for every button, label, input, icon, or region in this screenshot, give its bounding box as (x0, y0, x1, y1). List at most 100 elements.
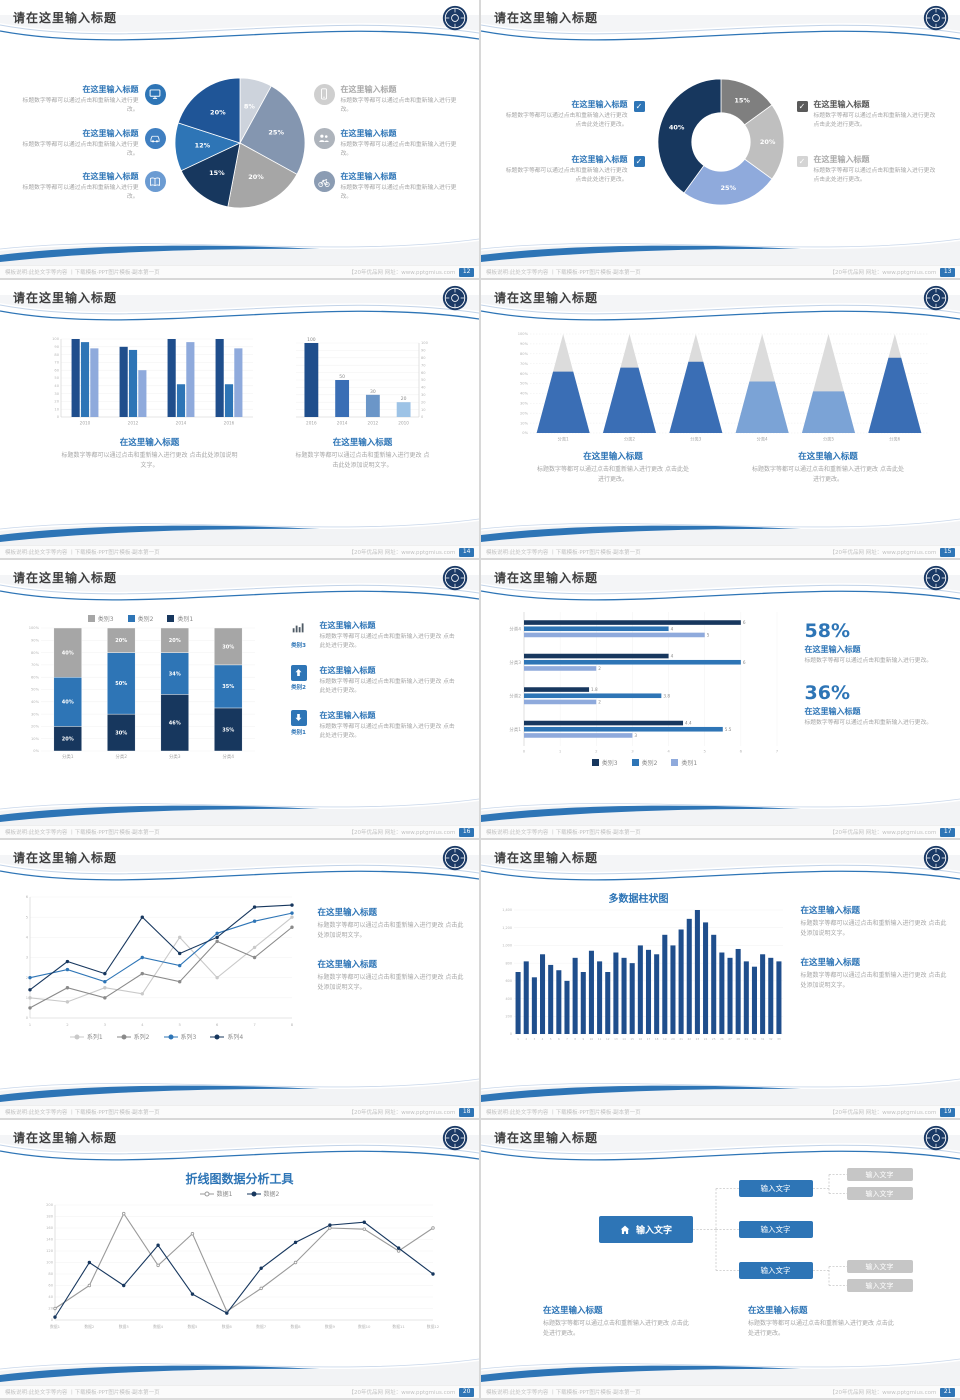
svg-text:数据12: 数据12 (426, 1324, 439, 1329)
svg-text:80: 80 (48, 1272, 53, 1276)
svg-text:60%: 60% (31, 675, 40, 679)
svg-text:100: 100 (421, 341, 429, 345)
svg-text:17: 17 (646, 1037, 650, 1041)
svg-text:6: 6 (215, 1022, 218, 1027)
block-text: 标题数字等都可以通过点击和重新输入进行更改 点击此处添加说明文字。 (800, 972, 947, 989)
slide-footer: 模板说明:此处文字等内容 丨下载模板·PPT图片模板·副本第一页 【20年优品网… (481, 265, 960, 278)
slide-21[interactable]: 请在这里输入标题 输入文字 输入文字 输入文字 输入文字 输入文字 输入文字 输… (481, 1120, 960, 1398)
svg-text:13: 13 (614, 1037, 618, 1041)
svg-text:分类1: 分类1 (61, 753, 73, 760)
svg-text:70%: 70% (520, 362, 529, 366)
svg-text:数据8: 数据8 (290, 1324, 301, 1329)
svg-text:26: 26 (720, 1037, 724, 1041)
diagram-node: 输入文字 (738, 1180, 813, 1197)
bicycle-icon (313, 171, 335, 193)
svg-text:2: 2 (598, 666, 601, 671)
school-logo-icon (923, 285, 949, 311)
block-title: 在这里输入标题 (317, 960, 378, 971)
slide-title: 请在这里输入标题 (494, 1131, 599, 1145)
svg-text:30%: 30% (520, 402, 529, 406)
item-text: 标题数字等都可以通过点击和重新输入进行更改。 (22, 185, 139, 201)
pie-infographic: 在这里输入标题 标题数字等都可以通过点击和重新输入进行更改。 在这里输入标题 标题数… (0, 48, 479, 234)
svg-text:25: 25 (711, 1037, 715, 1041)
slide-15[interactable]: 请在这里输入标题 0% 10% 20% 30% 40% 50% 60% 70% 80% 90% 10… (481, 280, 960, 558)
connector-lines (692, 1174, 847, 1286)
svg-text:1,200: 1,200 (502, 926, 512, 930)
chart-title: 折线图数据分析工具 (185, 1172, 294, 1186)
svg-text:5.5: 5.5 (724, 727, 731, 732)
slide-14[interactable]: 请在这里输入标题 0 10 20 30 40 50 60 70 80 90 100 2010 2012 2… (0, 280, 479, 558)
slide-12[interactable]: 请在这里输入标题 在这里输入标题 标题数字等都可以通过点击和重新输入进行更改。 在… (0, 0, 479, 278)
svg-text:20%: 20% (759, 138, 775, 146)
slide-13[interactable]: 请在这里输入标题 在这里输入标题 标题数字等都可以通过点击和重新输入进行更改 点击… (481, 0, 960, 278)
school-logo-icon (442, 5, 468, 31)
svg-text:4: 4 (670, 654, 673, 659)
svg-text:12%: 12% (194, 141, 210, 149)
svg-text:2: 2 (598, 699, 601, 704)
svg-text:20: 20 (54, 400, 59, 404)
book-icon (144, 171, 166, 193)
node-label: 输入文字 (635, 1226, 672, 1236)
item-text: 标题数字等都可以通过点击和重新输入进行更改。 (340, 185, 457, 201)
svg-text:29: 29 (744, 1037, 748, 1041)
slide-20[interactable]: 请在这里输入标题 折线图数据分析工具 数据1 数据2 0 20 40 60 80 100 12… (0, 1120, 479, 1398)
svg-text:5: 5 (25, 915, 27, 919)
slide-16[interactable]: 请在这里输入标题 类别3 类别2 类别1 0% 10% 20% 30% 40% 50% 60% 7… (0, 560, 479, 838)
slide-footer: 模板说明:此处文字等内容 丨下载模板·PPT图片模板·副本第一页 【20年优品网… (0, 265, 479, 278)
info-item: 类别3 在这里输入标题 标题数字等都可以通过点击和重新输入进行更改 点击此处进行更… (286, 620, 458, 651)
school-logo-icon (442, 845, 468, 871)
donut-infographic: 在这里输入标题 标题数字等都可以通过点击和重新输入进行更改 点击此处进行更改。 ✓… (481, 48, 960, 234)
svg-text:27: 27 (728, 1037, 732, 1041)
svg-text:90: 90 (54, 345, 59, 349)
svg-text:1: 1 (28, 1022, 31, 1027)
svg-text:30%: 30% (222, 644, 234, 650)
slide-17[interactable]: 请在这里输入标题 0 1 2 3 4 5 6 7 6 4 5 分类4 4 6 2 分类3 1.8 3.8 2 分类2 4… (481, 560, 960, 838)
svg-text:35%: 35% (222, 727, 234, 733)
item-text: 标题数字等都可以通过点击和重新输入进行更改。 (804, 719, 933, 726)
item-title: 在这里输入标题 (319, 710, 376, 720)
footer-left-text: 模板说明:此处文字等内容 丨下载模板·PPT图片模板·副本第一页 (486, 1110, 641, 1116)
item-text: 标题数字等都可以通过点击和重新输入进行更改 点击此处进行更改。 (505, 113, 628, 129)
monitor-icon (144, 83, 166, 105)
svg-text:分类2: 分类2 (115, 753, 127, 760)
svg-text:数据3: 数据3 (118, 1324, 129, 1329)
svg-text:20: 20 (421, 400, 426, 404)
svg-text:1: 1 (558, 749, 561, 754)
svg-text:7: 7 (566, 1037, 568, 1041)
svg-text:分类4: 分类4 (756, 436, 767, 443)
item-title: 在这里输入标题 (319, 665, 376, 675)
block-text: 标题数字等都可以通过点击和重新输入进行更改 点击此处添加说明文字。 (800, 920, 947, 937)
cone-chart-panel: 0% 10% 20% 30% 40% 50% 60% 70% 80% 90% 100% 分类1 分类2 分… (481, 328, 960, 514)
pie-chart: 8% 25% 20% 15% 12% 20% (174, 77, 305, 209)
svg-text:5: 5 (706, 632, 709, 637)
svg-text:数据5: 数据5 (187, 1324, 198, 1329)
svg-text:20%: 20% (115, 638, 127, 644)
item-title: 在这里输入标题 (804, 645, 861, 654)
block-title: 在这里输入标题 (119, 438, 180, 448)
slide-footer: 模板说明:此处文字等内容 丨下载模板·PPT图片模板·副本第一页 【20年优品网… (481, 1385, 960, 1398)
svg-text:200: 200 (505, 1014, 511, 1018)
line-chart: 0 20 40 60 80 100 120 140 160 180 200 数据1 数据2 数据3 数据4 数… (46, 1203, 440, 1329)
block-text: 标题数字等都可以通过点击和重新输入进行更改 点击此处添加说明文字。 (317, 922, 464, 939)
page-number: 19 (940, 1107, 955, 1117)
svg-text:数据10: 数据10 (358, 1324, 371, 1329)
slide-title: 请在这里输入标题 (494, 11, 599, 25)
slide-19[interactable]: 请在这里输入标题 多数据柱状图 0 200 400 600 800 1,000 1,200 1… (481, 840, 960, 1118)
people-icon (313, 127, 335, 149)
svg-text:90%: 90% (520, 342, 529, 346)
svg-text:180: 180 (46, 1215, 54, 1219)
svg-text:50%: 50% (31, 688, 40, 692)
svg-text:分类2: 分类2 (623, 436, 634, 443)
svg-text:20: 20 (48, 1307, 53, 1311)
svg-text:4.4: 4.4 (685, 721, 692, 726)
info-item: 在这里输入标题 标题数字等都可以通过点击和重新输入进行更改 点击此处进行更改。 ✓ (499, 154, 645, 185)
block-title: 在这里输入标题 (800, 958, 861, 969)
item-title: 在这里输入标题 (340, 84, 397, 94)
svg-text:6: 6 (25, 895, 28, 899)
horizontal-bar-chart: 0 1 2 3 4 5 6 7 6 4 5 分类4 4 6 2 分类3 1.8 3.8 2 分类2 4.4 5.5 3 分类1 (509, 612, 778, 754)
svg-text:19: 19 (663, 1037, 667, 1041)
svg-text:100: 100 (46, 1261, 54, 1265)
legend-item: 系列3 (163, 1032, 196, 1041)
svg-text:0%: 0% (522, 431, 528, 435)
